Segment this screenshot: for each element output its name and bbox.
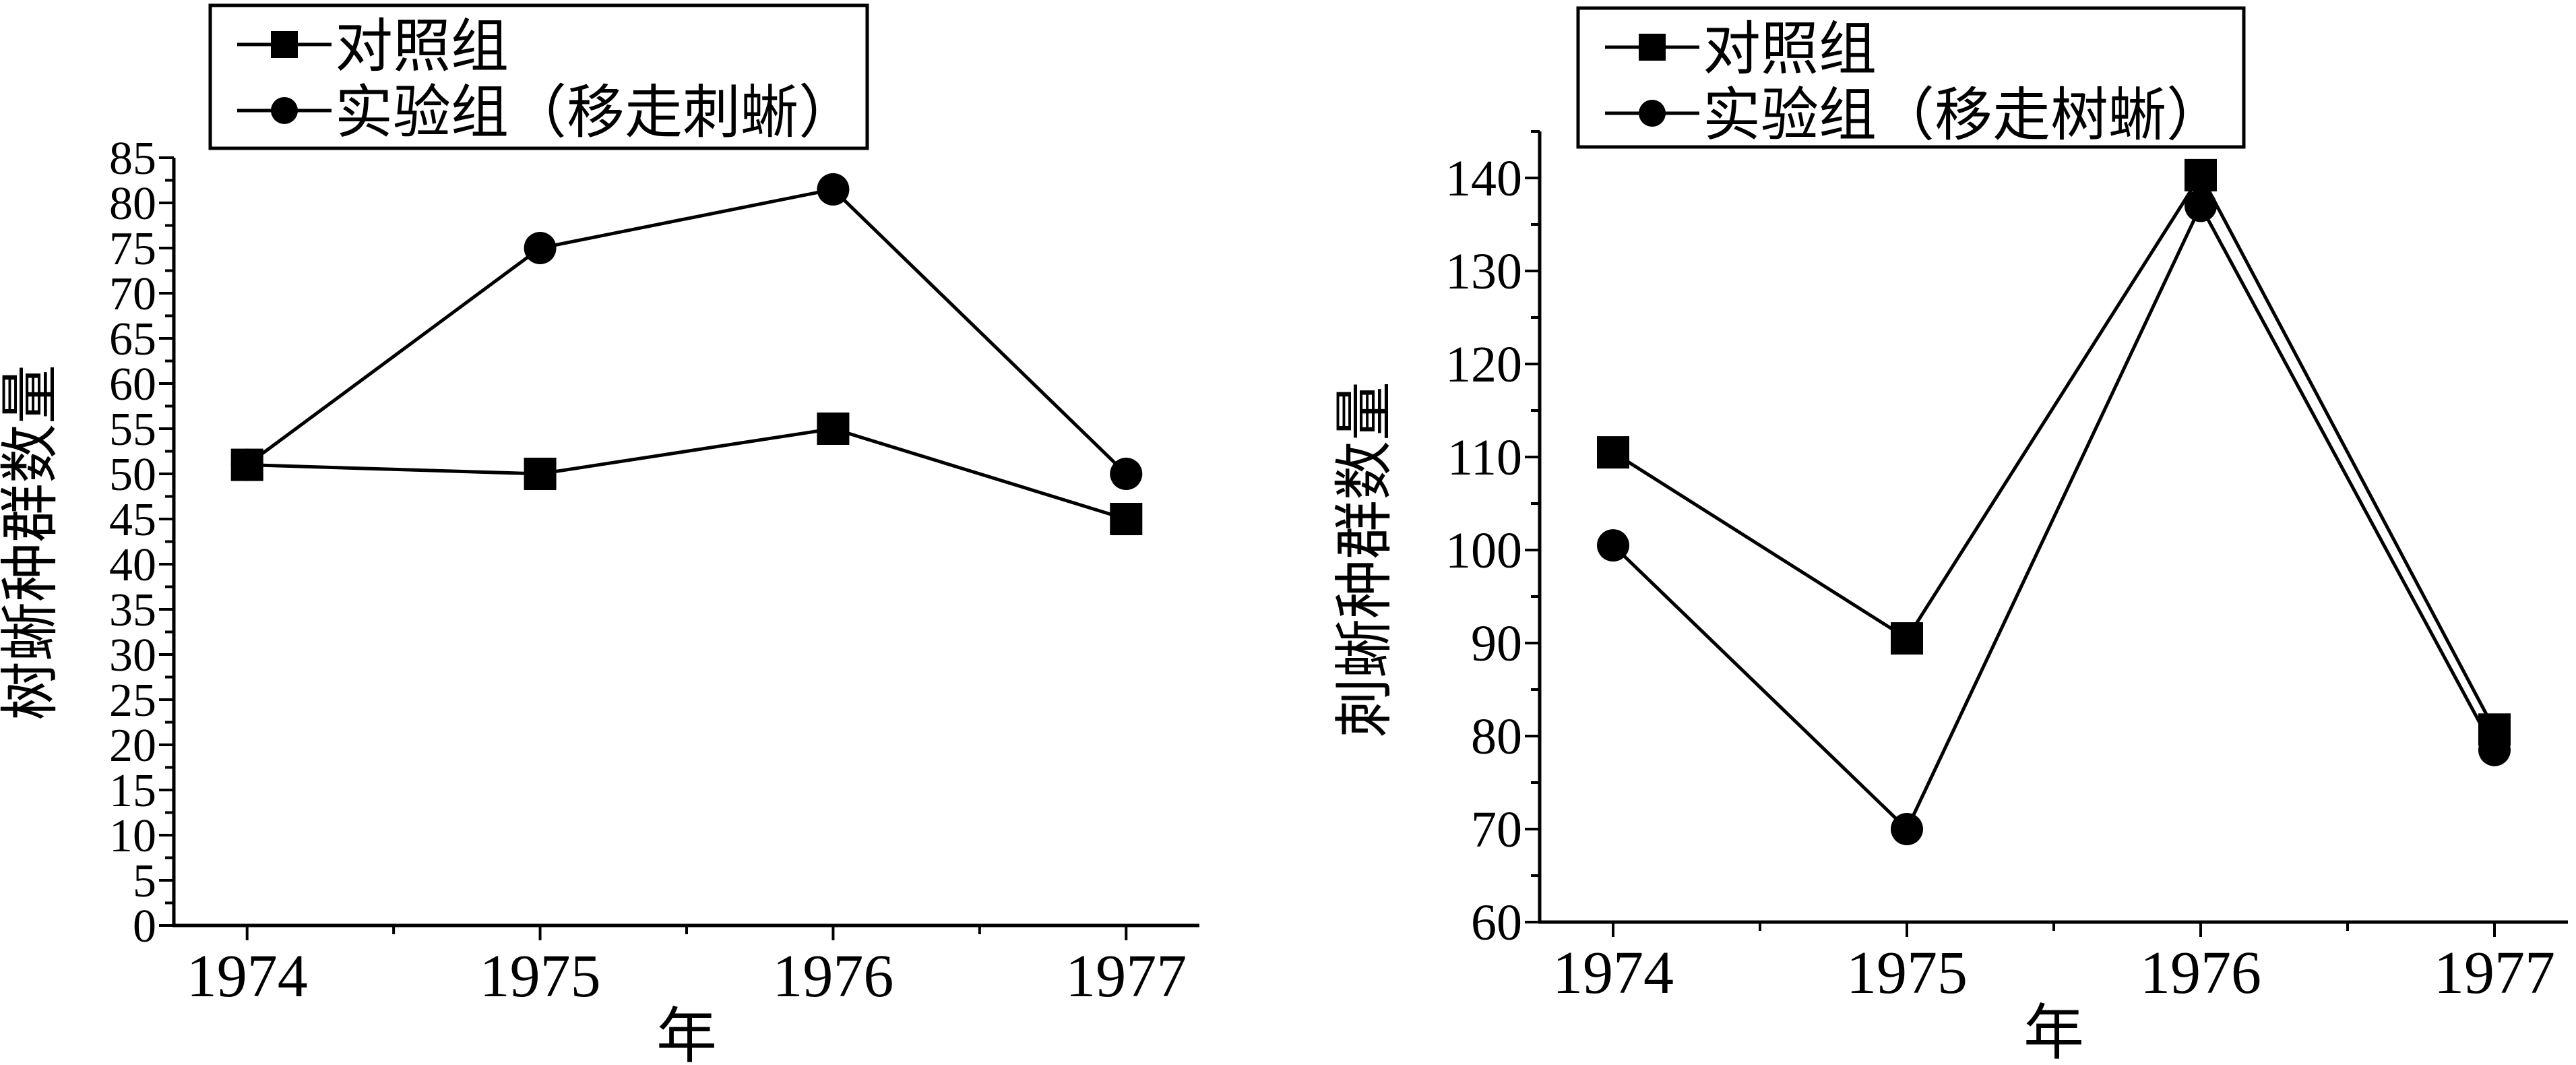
legend-box — [208, 3, 869, 150]
series-line — [1612, 202, 2496, 832]
y-tick-label: 70 — [109, 268, 156, 320]
series-control — [230, 413, 1143, 535]
y-tick-label: 55 — [109, 404, 156, 456]
data-point-square — [1110, 503, 1143, 535]
data-point-circle — [1597, 529, 1629, 562]
data-point-circle — [1110, 458, 1143, 490]
series-line — [246, 187, 1128, 475]
data-point-circle — [2185, 189, 2217, 222]
x-tick-label: 1975 — [480, 943, 601, 1010]
series-line — [1612, 171, 2496, 731]
y-tick-label: 20 — [109, 720, 156, 772]
data-point-circle — [524, 232, 557, 264]
legend-label: 对照组 — [335, 14, 509, 79]
legend-box — [1576, 6, 2246, 149]
series-experiment — [1597, 189, 2511, 845]
data-point-circle — [1891, 813, 1923, 845]
legend-circle-marker — [1639, 100, 1666, 127]
y-tick-label: 25 — [109, 675, 156, 727]
data-point-square — [524, 458, 557, 490]
y-tick-label: 65 — [109, 313, 156, 365]
y-tick-label: 50 — [109, 449, 156, 501]
x-axis-label: 年 — [2023, 1000, 2084, 1065]
y-tick-label: 120 — [1445, 336, 1522, 393]
y-tick-label: 45 — [109, 494, 156, 546]
series-line — [247, 427, 1127, 521]
legend-circle-marker — [271, 97, 298, 124]
data-point-circle — [2478, 733, 2511, 766]
y-tick-label: 75 — [109, 223, 156, 275]
data-point-square — [2185, 158, 2217, 191]
legend-square-marker — [1639, 34, 1666, 61]
data-point-circle — [230, 448, 263, 481]
legend-label: 实验组（移走刺蜥） — [335, 80, 856, 145]
y-axis-label: 树蜥种群数量 — [0, 365, 64, 721]
data-point-square — [1597, 436, 1629, 469]
y-tick-label: 40 — [109, 539, 156, 591]
x-tick-label: 1974 — [1552, 940, 1674, 1006]
y-tick-label: 80 — [109, 178, 156, 230]
y-tick-label: 35 — [109, 584, 156, 636]
legend-square-marker — [271, 31, 298, 58]
y-tick-label: 70 — [1471, 801, 1522, 858]
x-tick-label: 1975 — [1846, 940, 1968, 1006]
legend-label: 实验组（移走树蜥） — [1703, 83, 2224, 148]
x-tick-label: 1974 — [187, 943, 308, 1010]
data-point-square — [817, 413, 850, 445]
x-tick-label: 1977 — [2434, 940, 2555, 1006]
data-point-circle — [817, 173, 850, 206]
x-tick-label: 1976 — [2140, 940, 2261, 1006]
x-axis-label: 年 — [656, 1004, 717, 1065]
y-tick-label: 110 — [1447, 429, 1522, 486]
series-control — [1597, 158, 2511, 746]
y-tick-label: 60 — [1471, 894, 1522, 951]
y-tick-label: 60 — [109, 359, 156, 410]
y-tick-label: 130 — [1445, 243, 1522, 300]
data-point-square — [1891, 622, 1923, 655]
y-axis-label: 刺蜥种群数量 — [1333, 382, 1398, 737]
y-tick-label: 30 — [109, 630, 156, 681]
x-tick-label: 1977 — [1065, 943, 1187, 1010]
y-tick-label: 15 — [109, 765, 156, 817]
y-tick-label: 85 — [109, 133, 156, 185]
y-tick-label: 90 — [1471, 615, 1522, 672]
y-tick-label: 5 — [133, 855, 156, 907]
y-tick-label: 10 — [109, 810, 156, 862]
legend-label: 对照组 — [1703, 17, 1877, 82]
y-tick-label: 100 — [1445, 522, 1522, 579]
x-tick-label: 1976 — [772, 943, 893, 1010]
y-tick-label: 0 — [133, 901, 156, 952]
y-tick-label: 140 — [1445, 150, 1522, 207]
y-tick-label: 80 — [1471, 708, 1522, 765]
series-experiment — [230, 173, 1143, 490]
